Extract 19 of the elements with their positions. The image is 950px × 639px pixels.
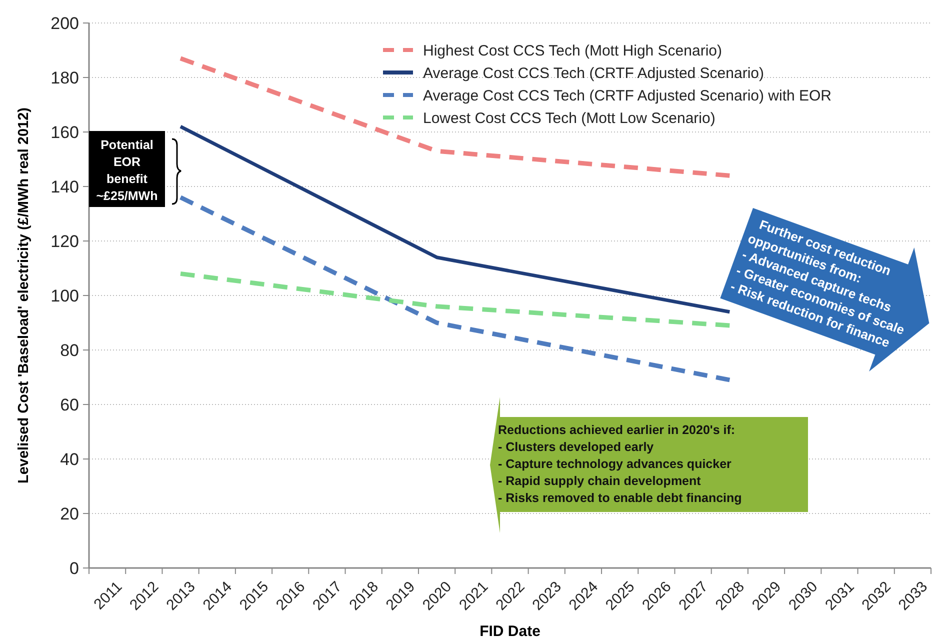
y-tick-label: 160: [50, 122, 79, 142]
y-tick-label: 180: [50, 68, 79, 88]
annotation: Potential EOR benefit ~£25/MWh: [96, 138, 158, 203]
y-tick-label: 120: [50, 232, 79, 251]
y-tick-label: 200: [50, 14, 79, 33]
annotation: Reductions achieved earlier in 2020's if: - Clusters developed early - Capture technology advances quicker - Rapid supply chain development - Risks removed to enable debt financing: [498, 423, 742, 505]
y-tick-label: 100: [50, 286, 79, 306]
x-axis-title: FID Date: [480, 623, 540, 639]
y-tick-label: 60: [60, 395, 79, 414]
y-tick-label: 0: [70, 558, 79, 578]
legend-label: Lowest Cost CCS Tech (Mott Low Scenario): [423, 110, 716, 127]
legend-label: Average Cost CCS Tech (CRTF Adjusted Scenario): [423, 64, 764, 82]
legend-label: Highest Cost CCS Tech (Mott High Scenario): [423, 42, 722, 60]
y-tick-label: 40: [60, 450, 79, 469]
y-tick-label: 140: [50, 177, 79, 196]
legend-label: Average Cost CCS Tech (CRTF Adjusted Scenario) with EOR: [423, 87, 832, 104]
y-tick-label: 20: [60, 504, 79, 524]
y-axis-title: Levelised Cost 'Baseload' electricity (£/MWh real 2012): [16, 107, 32, 484]
y-tick-label: 80: [60, 340, 79, 360]
